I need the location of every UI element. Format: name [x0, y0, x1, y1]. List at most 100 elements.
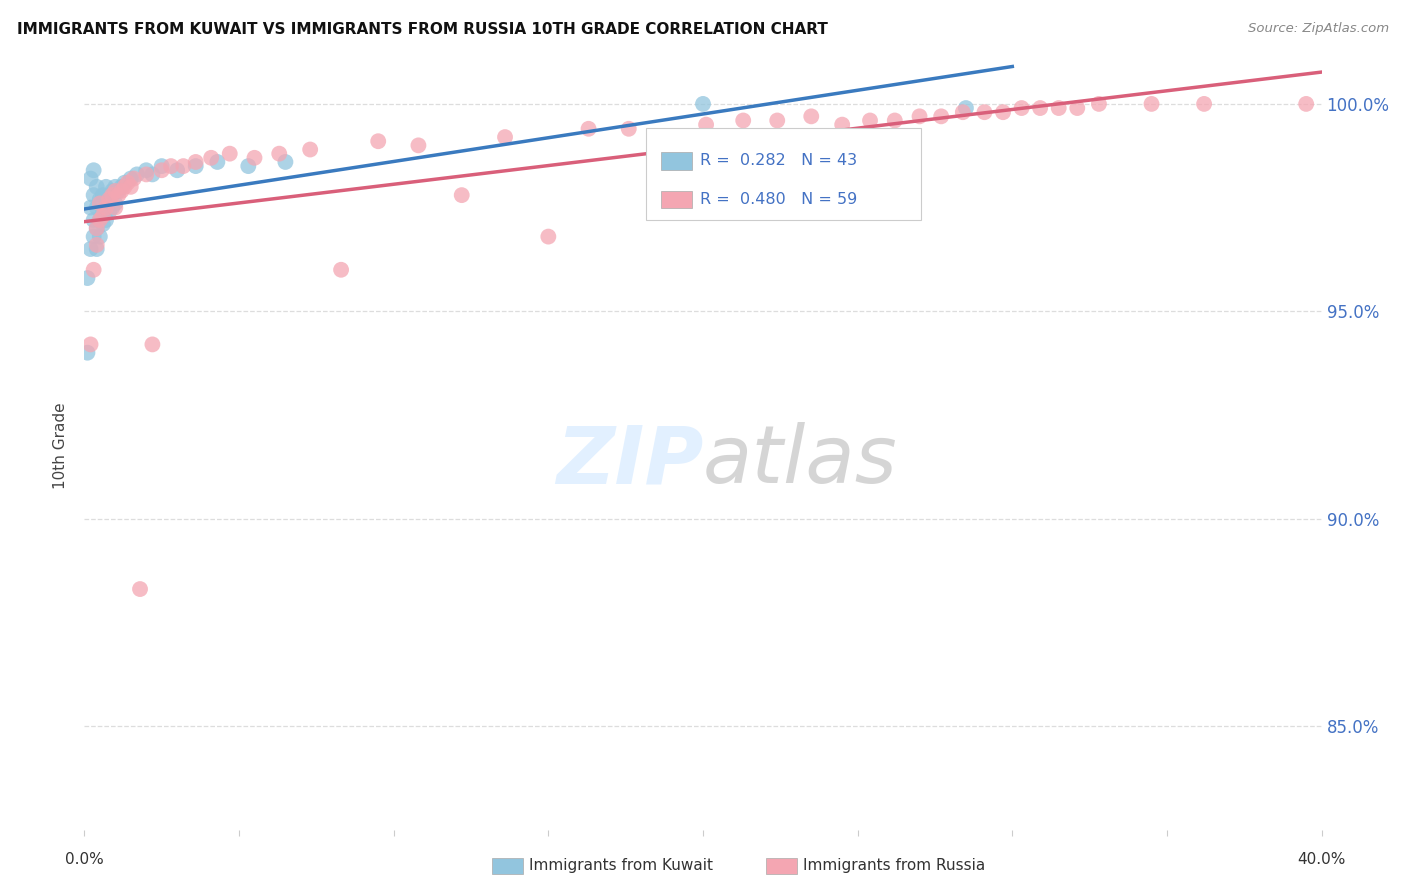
- Point: [733, 113, 755, 128]
- Point: [274, 155, 297, 169]
- Point: [184, 159, 207, 173]
- Point: [150, 159, 173, 173]
- Point: [238, 159, 260, 173]
- Point: [578, 121, 600, 136]
- Point: [83, 188, 105, 202]
- Point: [86, 201, 108, 215]
- Point: [94, 213, 117, 227]
- Point: [141, 337, 163, 351]
- Point: [107, 184, 129, 198]
- Point: [83, 163, 105, 178]
- Point: [110, 184, 132, 198]
- Point: [89, 229, 111, 244]
- Point: [1088, 96, 1111, 111]
- Point: [91, 217, 114, 231]
- Point: [929, 109, 952, 123]
- Text: Immigrants from Russia: Immigrants from Russia: [803, 858, 986, 872]
- Point: [330, 262, 353, 277]
- Point: [408, 138, 430, 153]
- Point: [692, 96, 714, 111]
- Point: [98, 192, 121, 206]
- Point: [299, 143, 322, 157]
- Point: [86, 179, 108, 194]
- Point: [494, 130, 516, 145]
- Point: [117, 176, 139, 190]
- Point: [1192, 96, 1215, 111]
- Point: [955, 101, 977, 115]
- Point: [86, 221, 108, 235]
- Point: [101, 184, 124, 198]
- Point: [973, 105, 995, 120]
- Point: [86, 238, 108, 252]
- Text: R =  0.282   N = 43: R = 0.282 N = 43: [700, 153, 858, 169]
- Point: [89, 213, 111, 227]
- Point: [104, 179, 127, 194]
- Point: [120, 179, 142, 194]
- Y-axis label: 10th Grade: 10th Grade: [53, 402, 69, 490]
- Point: [908, 109, 931, 123]
- Point: [172, 159, 194, 173]
- Point: [141, 168, 163, 182]
- Point: [104, 184, 127, 198]
- Point: [110, 179, 132, 194]
- Point: [101, 188, 124, 202]
- Point: [207, 155, 229, 169]
- Point: [450, 188, 472, 202]
- Point: [243, 151, 266, 165]
- Point: [166, 163, 188, 178]
- Point: [125, 168, 148, 182]
- Point: [89, 213, 111, 227]
- Point: [129, 582, 152, 596]
- Point: [101, 201, 124, 215]
- Point: [79, 337, 101, 351]
- Point: [184, 155, 207, 169]
- Point: [1011, 101, 1033, 115]
- Text: atlas: atlas: [703, 422, 898, 500]
- Point: [91, 204, 114, 219]
- Point: [76, 345, 98, 359]
- Point: [86, 242, 108, 256]
- Point: [89, 196, 111, 211]
- Point: [98, 188, 121, 202]
- Point: [135, 163, 157, 178]
- Point: [831, 118, 853, 132]
- Text: IMMIGRANTS FROM KUWAIT VS IMMIGRANTS FROM RUSSIA 10TH GRADE CORRELATION CHART: IMMIGRANTS FROM KUWAIT VS IMMIGRANTS FRO…: [17, 22, 828, 37]
- Text: R =  0.480   N = 59: R = 0.480 N = 59: [700, 192, 858, 207]
- Point: [269, 146, 291, 161]
- Point: [83, 262, 105, 277]
- Point: [1066, 101, 1088, 115]
- Point: [114, 176, 136, 190]
- Point: [1047, 101, 1070, 115]
- Point: [218, 146, 240, 161]
- Point: [1029, 101, 1052, 115]
- Point: [952, 105, 974, 120]
- Text: 40.0%: 40.0%: [1298, 853, 1346, 867]
- Text: Immigrants from Kuwait: Immigrants from Kuwait: [529, 858, 713, 872]
- Point: [800, 109, 823, 123]
- Point: [91, 188, 114, 202]
- Point: [160, 159, 183, 173]
- Point: [991, 105, 1014, 120]
- Point: [766, 113, 789, 128]
- Point: [76, 271, 98, 285]
- Point: [79, 201, 101, 215]
- Point: [1140, 96, 1163, 111]
- Point: [1295, 96, 1317, 111]
- Text: 0.0%: 0.0%: [65, 853, 104, 867]
- Point: [86, 221, 108, 235]
- Point: [98, 204, 121, 219]
- Point: [658, 201, 681, 215]
- Point: [94, 196, 117, 211]
- Point: [150, 163, 173, 178]
- Point: [122, 171, 145, 186]
- Point: [79, 242, 101, 256]
- Point: [859, 113, 882, 128]
- Point: [104, 201, 127, 215]
- Point: [135, 168, 157, 182]
- Text: ZIP: ZIP: [555, 422, 703, 500]
- Point: [89, 192, 111, 206]
- Point: [79, 171, 101, 186]
- Point: [83, 229, 105, 244]
- Point: [107, 188, 129, 202]
- Point: [200, 151, 222, 165]
